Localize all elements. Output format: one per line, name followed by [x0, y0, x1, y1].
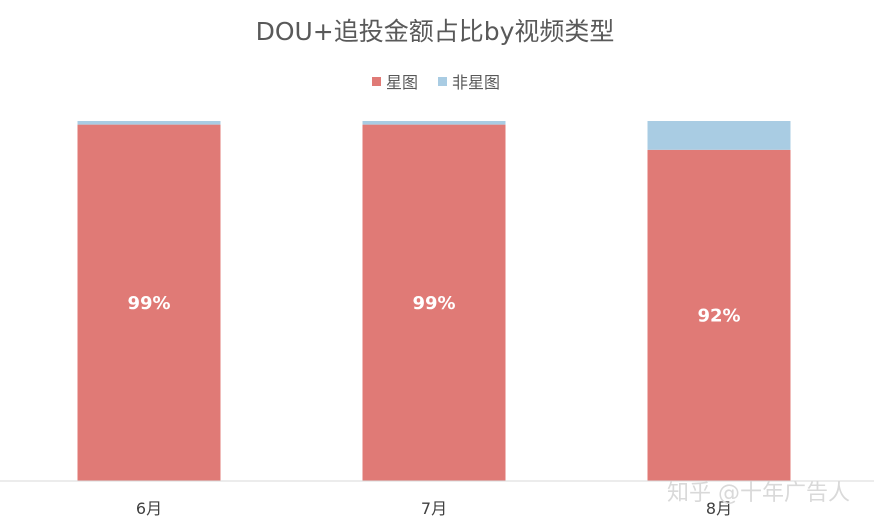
data-label-3: 92% — [697, 305, 740, 326]
data-label-2: 99% — [412, 293, 455, 314]
chart-title: DOU+追投金额占比by视频类型 — [256, 17, 615, 46]
bar-xingtu-3 — [647, 149, 791, 482]
x-axis-ticks: 6月 7月 8月 — [136, 499, 732, 518]
x-tick-label-1: 6月 — [136, 499, 162, 518]
data-label-1: 99% — [127, 293, 170, 314]
legend-label-fei-xingtu: 非星图 — [452, 73, 500, 92]
legend-swatch-fei-xingtu — [438, 77, 447, 86]
watermark: 知乎 @十年广告人 — [667, 481, 850, 506]
x-tick-label-3: 8月 — [706, 499, 732, 518]
bar-xingtu-1 — [77, 124, 221, 481]
legend-swatch-xingtu — [372, 77, 381, 86]
bar-fei-xingtu-1 — [77, 121, 221, 125]
legend-label-xingtu: 星图 — [386, 73, 418, 92]
bars-group — [77, 121, 791, 482]
x-tick-label-2: 7月 — [421, 499, 447, 518]
legend: 星图 非星图 — [372, 73, 500, 92]
bar-fei-xingtu-3 — [647, 121, 791, 150]
bar-xingtu-2 — [362, 124, 506, 481]
bar-fei-xingtu-2 — [362, 121, 506, 125]
data-labels: 99% 99% 92% — [127, 293, 740, 327]
